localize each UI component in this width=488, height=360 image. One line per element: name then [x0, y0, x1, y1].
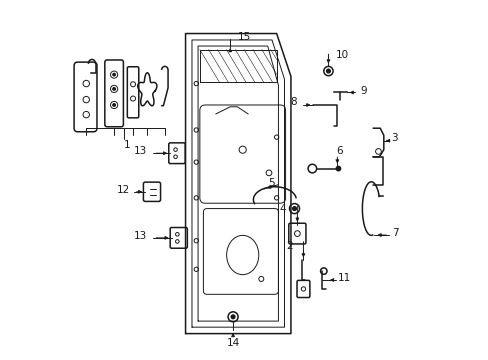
Circle shape: [292, 207, 296, 210]
Text: 14: 14: [226, 338, 239, 348]
Text: 9: 9: [360, 86, 366, 96]
Text: 15: 15: [237, 32, 251, 42]
Text: 6: 6: [335, 146, 342, 156]
Text: 7: 7: [391, 228, 398, 238]
Text: 2: 2: [285, 241, 292, 251]
Circle shape: [336, 166, 340, 171]
Circle shape: [112, 87, 115, 90]
Circle shape: [231, 315, 234, 319]
Text: 8: 8: [290, 98, 297, 108]
Text: 5: 5: [267, 177, 274, 188]
Circle shape: [326, 69, 329, 73]
Circle shape: [112, 104, 115, 107]
Text: 12: 12: [117, 185, 130, 195]
Text: 3: 3: [390, 133, 397, 143]
Circle shape: [112, 73, 115, 76]
Text: 4: 4: [279, 204, 286, 214]
Text: 1: 1: [123, 140, 130, 150]
Text: 11: 11: [337, 273, 350, 283]
Text: 13: 13: [134, 147, 147, 157]
Text: 13: 13: [134, 231, 147, 241]
Text: 10: 10: [335, 50, 348, 60]
